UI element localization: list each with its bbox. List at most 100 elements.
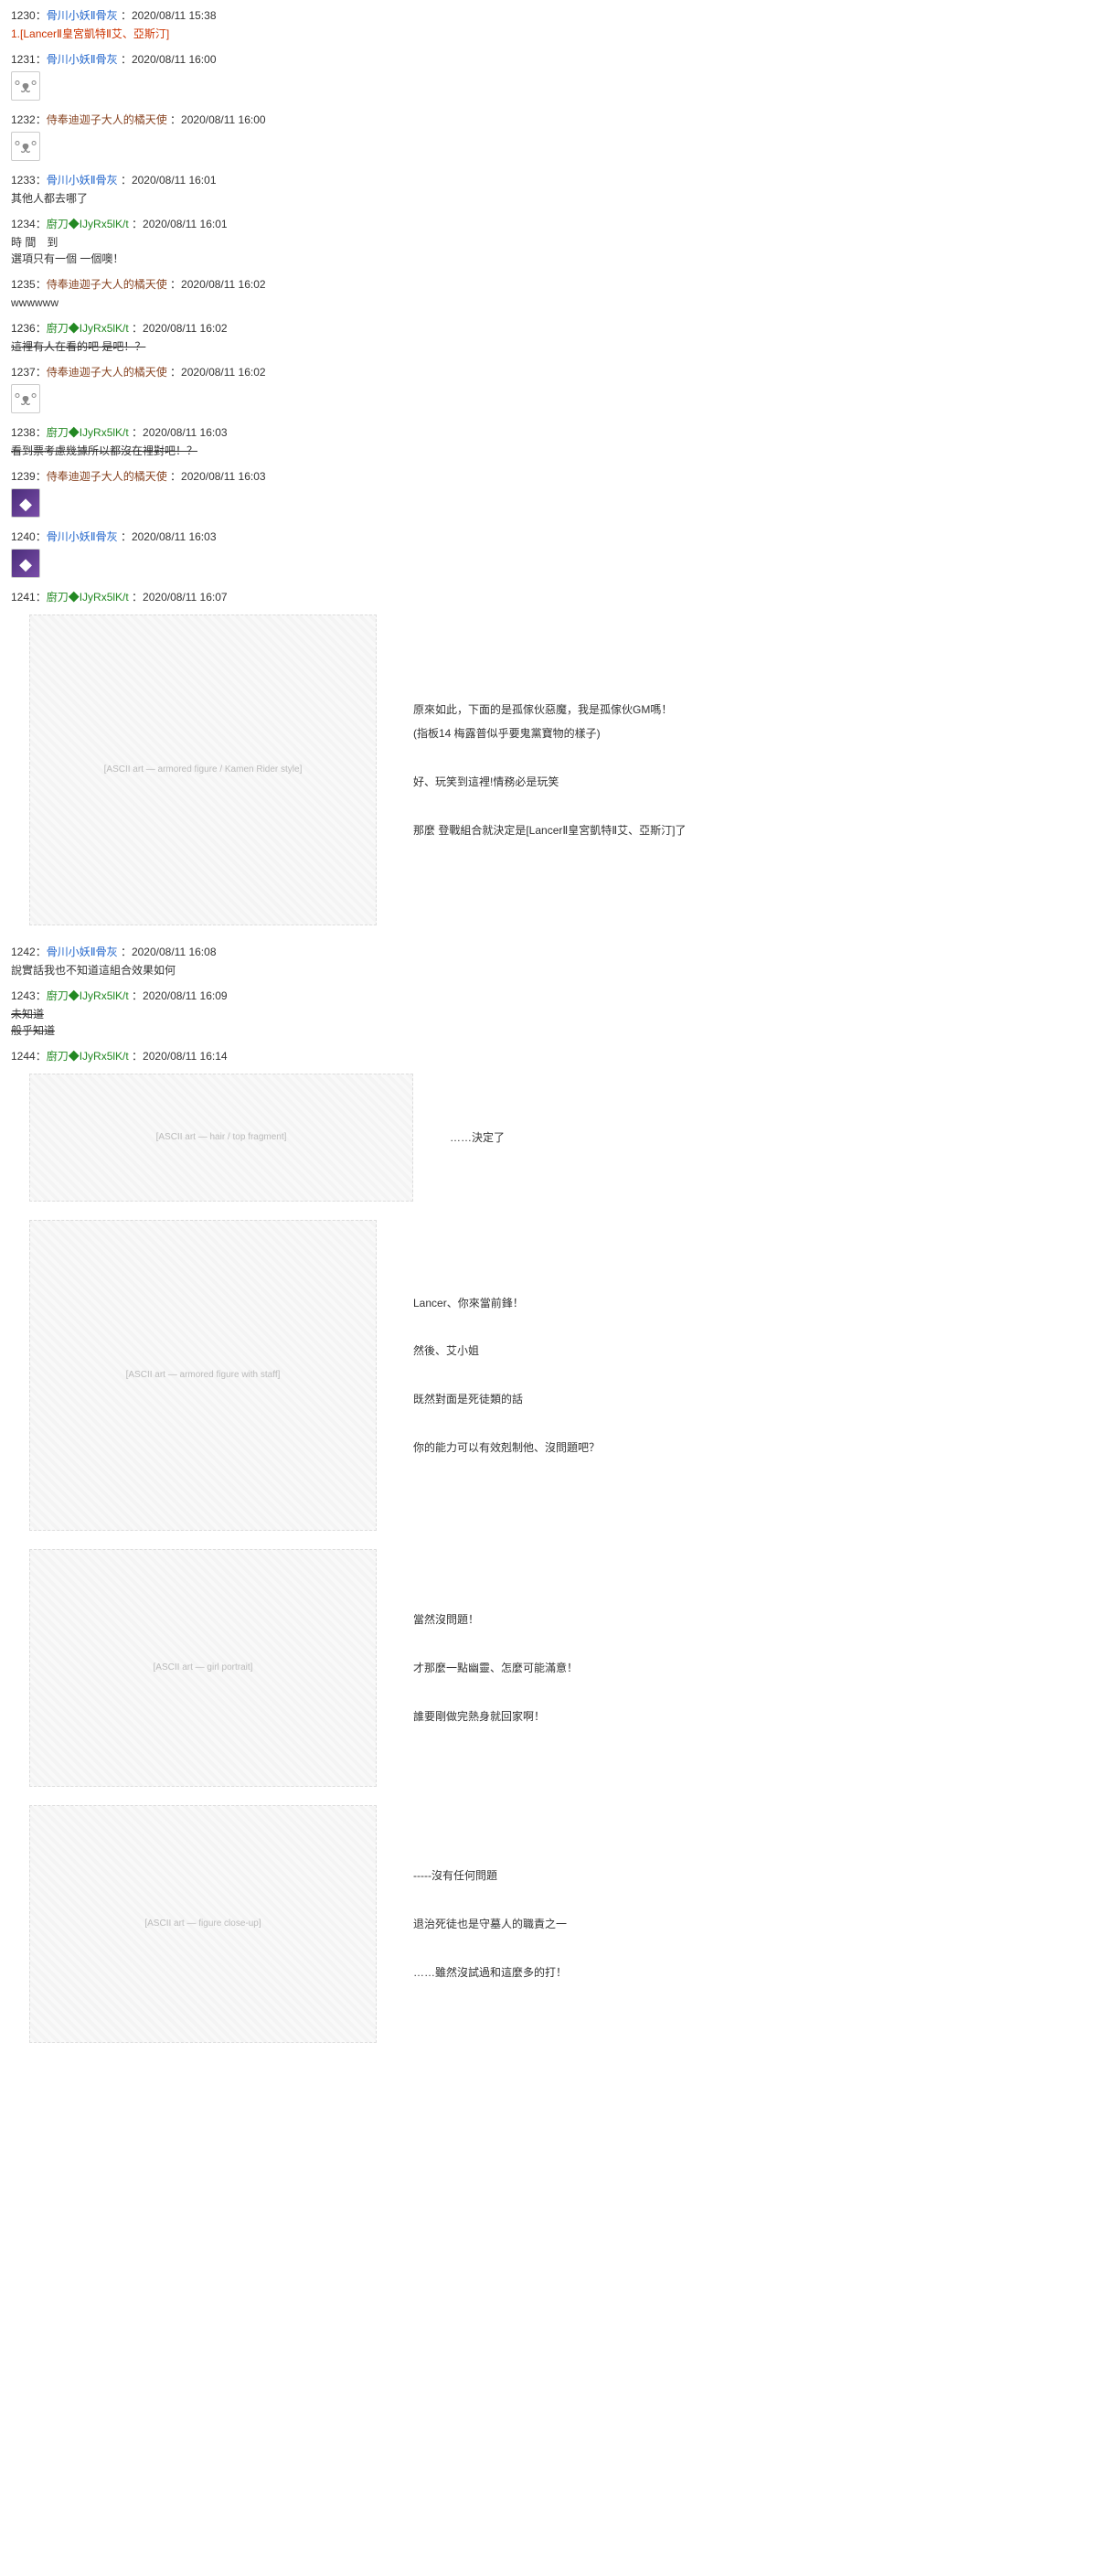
ascii-line: [413, 1680, 578, 1704]
post-header: 1230：骨川小妖Ⅱ骨灰 ：2020/08/11 15:38: [11, 7, 1086, 24]
ascii-dialogue: -----沒有任何問題 退治死徒也是守墓人的職責之一 ……雖然沒試過和這麼多的打…: [413, 1864, 567, 1984]
ascii-art: [ASCII art — girl portrait]: [29, 1549, 377, 1787]
post-timestamp: ：2020/08/11 16:09: [129, 989, 228, 1002]
post-line: 其他人都去哪了: [11, 190, 1086, 207]
post-timestamp: ：2020/08/11 16:02: [167, 278, 266, 291]
post-body: 看到票考慮幾據所以都沒在裡對吧！？: [11, 443, 1086, 459]
ascii-line: ……決定了: [450, 1126, 505, 1149]
post-timestamp: ：2020/08/11 16:02: [129, 322, 228, 335]
ascii-line: [413, 1412, 600, 1436]
ascii-dialogue: 當然沒問題！ 才那麼一點幽靈、怎麼可能滿意！ 誰要剛做完熱身就回家啊！: [413, 1608, 578, 1728]
ascii-block: [ASCII art — armored figure / Kamen Ride…: [29, 615, 1086, 925]
post-number: 1244：: [11, 1050, 47, 1063]
post-username[interactable]: 骨川小妖Ⅱ骨灰: [47, 530, 118, 543]
post-username[interactable]: 廚刀◆IJyRx5lK/t: [47, 218, 129, 230]
post-username[interactable]: 骨川小妖Ⅱ骨灰: [47, 174, 118, 187]
post-line: 說實話我也不知道這組合效果如何: [11, 962, 1086, 978]
post-timestamp: ：2020/08/11 16:08: [118, 946, 217, 958]
post-number: 1236：: [11, 322, 47, 335]
ascii-art: [ASCII art — figure close-up]: [29, 1805, 377, 2043]
ascii-line: 然後、艾小姐: [413, 1339, 600, 1363]
post-timestamp: ：2020/08/11 15:38: [118, 9, 217, 22]
post-username[interactable]: 骨川小妖Ⅱ骨灰: [47, 53, 118, 66]
post-username[interactable]: 廚刀◆IJyRx5lK/t: [47, 426, 129, 439]
post-username[interactable]: 廚刀◆IJyRx5lK/t: [47, 591, 129, 604]
post-header: 1235：侍奉迪迦子大人的橘天使 ：2020/08/11 16:02: [11, 276, 1086, 293]
post-avatar: °ᴥ°: [11, 382, 1086, 415]
post-username[interactable]: 侍奉迪迦子大人的橘天使: [47, 278, 167, 291]
post-timestamp: ：2020/08/11 16:03: [118, 530, 217, 543]
ascii-block: [ASCII art — figure close-up] -----沒有任何問題…: [29, 1805, 1086, 2043]
post-number: 1232：: [11, 113, 47, 126]
post-username[interactable]: 廚刀◆IJyRx5lK/t: [47, 322, 129, 335]
post-timestamp: ：2020/08/11 16:03: [129, 426, 228, 439]
post-number: 1243：: [11, 989, 47, 1002]
post-number: 1239：: [11, 470, 47, 483]
post-header: 1243：廚刀◆IJyRx5lK/t ：2020/08/11 16:09: [11, 988, 1086, 1004]
post-number: 1235：: [11, 278, 47, 291]
forum-post: 1240：骨川小妖Ⅱ骨灰 ：2020/08/11 16:03 ◆: [11, 529, 1086, 580]
post-avatar: °ᴥ°: [11, 69, 1086, 102]
ascii-line: (指板14 梅露普似乎要鬼黨寶物的樣子): [413, 721, 687, 745]
post-timestamp: ：2020/08/11 16:02: [167, 366, 266, 379]
avatar-purple-icon: ◆: [11, 549, 40, 578]
forum-post: 1243：廚刀◆IJyRx5lK/t ：2020/08/11 16:09 未知道般…: [11, 988, 1086, 1039]
post-username[interactable]: 廚刀◆IJyRx5lK/t: [47, 1050, 129, 1063]
post-header: 1237：侍奉迪迦子大人的橘天使 ：2020/08/11 16:02: [11, 364, 1086, 380]
post-line: 選項只有一個 一個噢！: [11, 251, 1086, 267]
post-username[interactable]: 侍奉迪迦子大人的橘天使: [47, 113, 167, 126]
post-number: 1241：: [11, 591, 47, 604]
post-header: 1242：骨川小妖Ⅱ骨灰 ：2020/08/11 16:08: [11, 944, 1086, 960]
post-number: 1231：: [11, 53, 47, 66]
post-avatar: ◆: [11, 547, 1086, 580]
ascii-line: ……雖然沒試過和這麼多的打！: [413, 1961, 567, 1984]
post-timestamp: ：2020/08/11 16:01: [129, 218, 228, 230]
post-line: wwwwww: [11, 294, 1086, 311]
post-body: wwwwww: [11, 294, 1086, 311]
post-body: 1.[LancerⅡ皇宮凱特Ⅱ艾、亞斯汀]: [11, 26, 1086, 42]
ascii-block: [ASCII art — armored figure with staff]L…: [29, 1220, 1086, 1531]
ascii-line: 那麼 登戰組合就決定是[LancerⅡ皇宮凱特Ⅱ艾、亞斯汀]了: [413, 818, 687, 842]
forum-post: 1234：廚刀◆IJyRx5lK/t ：2020/08/11 16:01時 間 …: [11, 216, 1086, 267]
avatar-cute-icon: °ᴥ°: [11, 132, 40, 161]
post-username[interactable]: 廚刀◆IJyRx5lK/t: [47, 989, 129, 1002]
post-username[interactable]: 骨川小妖Ⅱ骨灰: [47, 946, 118, 958]
post-body: 未知道般乎知道: [11, 1006, 1086, 1039]
post-username[interactable]: 侍奉迪迦子大人的橘天使: [47, 366, 167, 379]
post-timestamp: ：2020/08/11 16:01: [118, 174, 217, 187]
post-username[interactable]: 侍奉迪迦子大人的橘天使: [47, 470, 167, 483]
post-line: 這裡有人在看的吧 是吧！？: [11, 338, 1086, 355]
forum-post: 1231：骨川小妖Ⅱ骨灰 ：2020/08/11 16:00°ᴥ°: [11, 51, 1086, 102]
forum-post: 1235：侍奉迪迦子大人的橘天使 ：2020/08/11 16:02wwwwww: [11, 276, 1086, 311]
post-username[interactable]: 骨川小妖Ⅱ骨灰: [47, 9, 118, 22]
post-header: 1232：侍奉迪迦子大人的橘天使 ：2020/08/11 16:00: [11, 112, 1086, 128]
forum-post: 1238：廚刀◆IJyRx5lK/t ：2020/08/11 16:03 看到票考…: [11, 424, 1086, 459]
ascii-dialogue: ……決定了: [450, 1126, 505, 1149]
forum-post: 1230：骨川小妖Ⅱ骨灰 ：2020/08/11 15:38 1.[LancerⅡ…: [11, 7, 1086, 42]
forum-post: 1242：骨川小妖Ⅱ骨灰 ：2020/08/11 16:08 說實話我也不知道這組…: [11, 944, 1086, 978]
post-avatar: ◆: [11, 486, 1086, 519]
post-body: 其他人都去哪了: [11, 190, 1086, 207]
post-header: 1233：骨川小妖Ⅱ骨灰 ：2020/08/11 16:01: [11, 172, 1086, 188]
forum-post: 1237：侍奉迪迦子大人的橘天使 ：2020/08/11 16:02 °ᴥ°: [11, 364, 1086, 415]
ascii-line: 退治死徒也是守墓人的職責之一: [413, 1912, 567, 1936]
post-avatar: °ᴥ°: [11, 130, 1086, 163]
post-number: 1233：: [11, 174, 47, 187]
ascii-dialogue: 原來如此，下面的是孤傢伙惡魔，我是孤傢伙GM嗎！(指板14 梅露普似乎要鬼黨寶物…: [413, 698, 687, 842]
ascii-line: 好、玩笑到這裡!情務必是玩笑: [413, 770, 687, 794]
post-number: 1238：: [11, 426, 47, 439]
ascii-line: 誰要剛做完熱身就回家啊！: [413, 1705, 578, 1728]
post-line: 未知道: [11, 1006, 1086, 1022]
ascii-line: 才那麼一點幽靈、怎麼可能滿意！: [413, 1656, 578, 1680]
post-number: 1240：: [11, 530, 47, 543]
post-header: 1244：廚刀◆IJyRx5lK/t ：2020/08/11 16:14: [11, 1048, 1086, 1064]
ascii-line: 當然沒問題！: [413, 1608, 578, 1631]
post-header: 1240：骨川小妖Ⅱ骨灰 ：2020/08/11 16:03: [11, 529, 1086, 545]
post-body: 說實話我也不知道這組合效果如何: [11, 962, 1086, 978]
post-timestamp: ：2020/08/11 16:14: [129, 1050, 228, 1063]
avatar-cute-icon: °ᴥ°: [11, 384, 40, 413]
avatar-cute-icon: °ᴥ°: [11, 71, 40, 101]
forum-post: 1236：廚刀◆IJyRx5lK/t ：2020/08/11 16:02 這裡有人…: [11, 320, 1086, 355]
post-header: 1241：廚刀◆IJyRx5lK/t ：2020/08/11 16:07: [11, 589, 1086, 605]
post-line: 時 間 到: [11, 234, 1086, 251]
